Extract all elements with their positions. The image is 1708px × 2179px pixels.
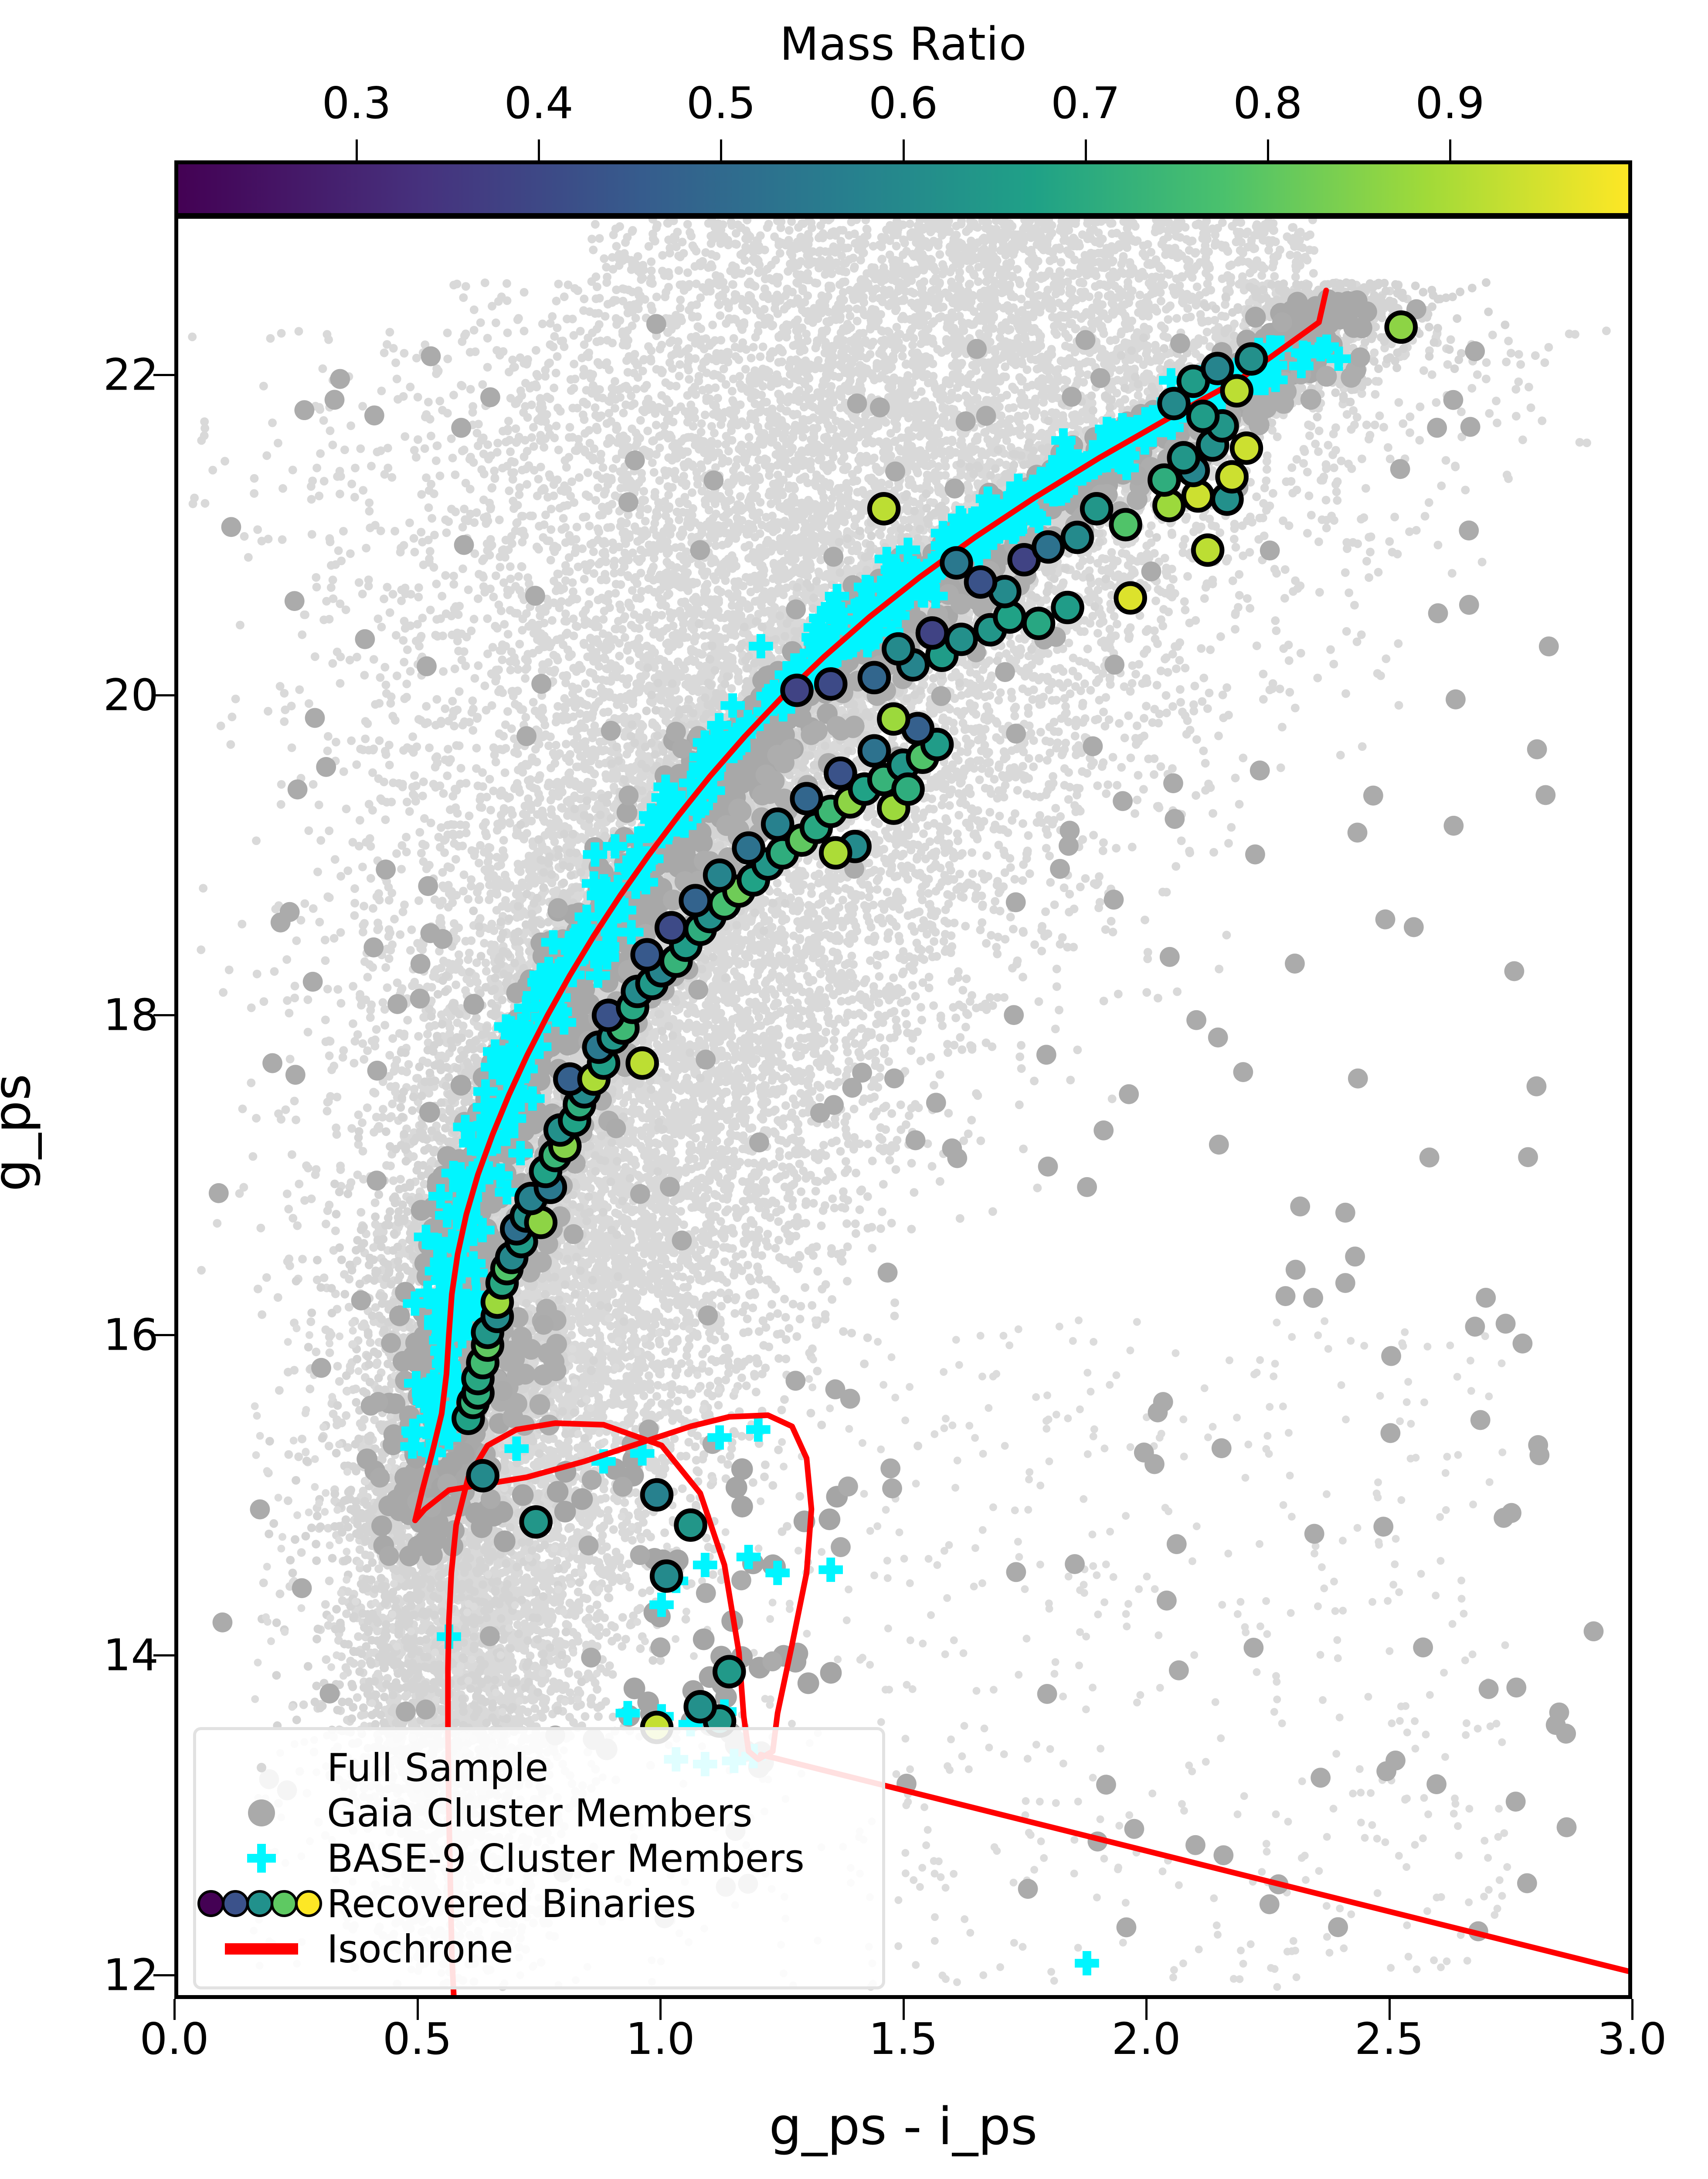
- y-tick-mark: [153, 694, 174, 696]
- legend-item: Recovered Binaries: [196, 1881, 882, 1926]
- y-tick-label: 12: [103, 1949, 159, 2000]
- colorbar-tick-mark: [1084, 139, 1087, 160]
- colorbar-tick-mark: [538, 139, 540, 160]
- legend-item-label: BASE-9 Cluster Members: [327, 1836, 805, 1881]
- colorbar-tick-label: 0.9: [1415, 78, 1484, 129]
- legend-key-gaia-members: [196, 1799, 327, 1826]
- legend-item-label: Isochrone: [327, 1927, 513, 1972]
- colorbar-tick-mark: [1449, 139, 1451, 160]
- y-tick-mark: [153, 1654, 174, 1656]
- legend-item-label: Gaia Cluster Members: [327, 1791, 753, 1836]
- colorbar-tick-label: 0.5: [686, 78, 756, 129]
- full-sample-marker-icon: [257, 1763, 266, 1772]
- base9-member-marker-icon: [247, 1844, 276, 1873]
- colorbar-tick-label: 0.7: [1051, 78, 1120, 129]
- x-tick-label: 2.0: [1111, 2013, 1181, 2064]
- x-tick-label: 0.5: [383, 2013, 452, 2064]
- colorbar-tick-label: 0.4: [504, 78, 574, 129]
- y-tick-label: 20: [103, 669, 159, 720]
- colorbar-tick-mark: [1267, 139, 1269, 160]
- legend-item: Isochrone: [196, 1926, 882, 1972]
- colorbar-tick-label: 0.3: [322, 78, 391, 129]
- plot-area: [174, 215, 1632, 1999]
- x-tick-label: 2.5: [1355, 2013, 1424, 2064]
- legend-key-recovered-binaries: [196, 1890, 327, 1917]
- colorbar-title: Mass Ratio: [174, 17, 1632, 71]
- y-tick-mark: [153, 1014, 174, 1016]
- colorbar-tick-mark: [720, 139, 723, 160]
- x-tick-label: 1.5: [869, 2013, 938, 2064]
- legend-item: Full Sample: [196, 1745, 882, 1790]
- legend: Full Sample Gaia Cluster Members BASE-9 Cl…: [193, 1727, 885, 1989]
- x-tick-label: 3.0: [1597, 2013, 1667, 2064]
- binary-swatch: [295, 1890, 322, 1917]
- x-tick-mark: [1631, 1999, 1633, 2020]
- legend-key-base9-members: [196, 1844, 327, 1873]
- legend-key-isochrone: [196, 1943, 327, 1955]
- legend-item-label: Full Sample: [327, 1745, 548, 1790]
- gaia-member-marker-icon: [248, 1799, 275, 1826]
- y-tick-mark: [153, 1334, 174, 1337]
- colorbar-tick-label: 0.6: [869, 78, 938, 129]
- x-axis-label: g_ps - i_ps: [174, 2096, 1632, 2156]
- full-sample-points: [188, 219, 1611, 1991]
- x-tick-mark: [659, 1999, 662, 2020]
- colorbar-tick-label: 0.8: [1233, 78, 1302, 129]
- binary-swatch: [222, 1890, 249, 1917]
- x-tick-mark: [416, 1999, 419, 2020]
- recovered-binaries-points: [452, 310, 1418, 1745]
- binary-swatch: [197, 1890, 224, 1917]
- colorbar-gradient: [174, 160, 1632, 217]
- x-tick-label: 0.0: [139, 2013, 209, 2064]
- colorbar-tick-mark: [356, 139, 358, 160]
- legend-item-label: Recovered Binaries: [327, 1881, 696, 1926]
- y-tick-mark: [153, 374, 174, 377]
- x-tick-mark: [1388, 1999, 1391, 2020]
- recovered-binaries-marker-icon: [197, 1890, 322, 1917]
- x-tick-mark: [902, 1999, 905, 2020]
- x-tick-mark: [173, 1999, 176, 2020]
- y-tick-mark: [153, 1974, 174, 1976]
- y-tick-label: 18: [103, 989, 159, 1040]
- colorbar: [174, 160, 1632, 217]
- y-tick-label: 16: [103, 1310, 159, 1361]
- colorbar-tick-mark: [902, 139, 905, 160]
- x-tick-mark: [1145, 1999, 1148, 2020]
- binary-swatch: [271, 1890, 298, 1917]
- isochrone-marker-icon: [225, 1943, 298, 1955]
- legend-key-full-sample: [196, 1763, 327, 1772]
- legend-item: BASE-9 Cluster Members: [196, 1836, 882, 1881]
- y-tick-label: 14: [103, 1629, 159, 1680]
- y-tick-label: 22: [103, 350, 159, 401]
- plot-canvas: [188, 219, 1628, 1995]
- binary-swatch: [246, 1890, 273, 1917]
- x-tick-label: 1.0: [625, 2013, 695, 2064]
- legend-item: Gaia Cluster Members: [196, 1790, 882, 1836]
- y-axis-label: g_ps: [0, 241, 42, 2025]
